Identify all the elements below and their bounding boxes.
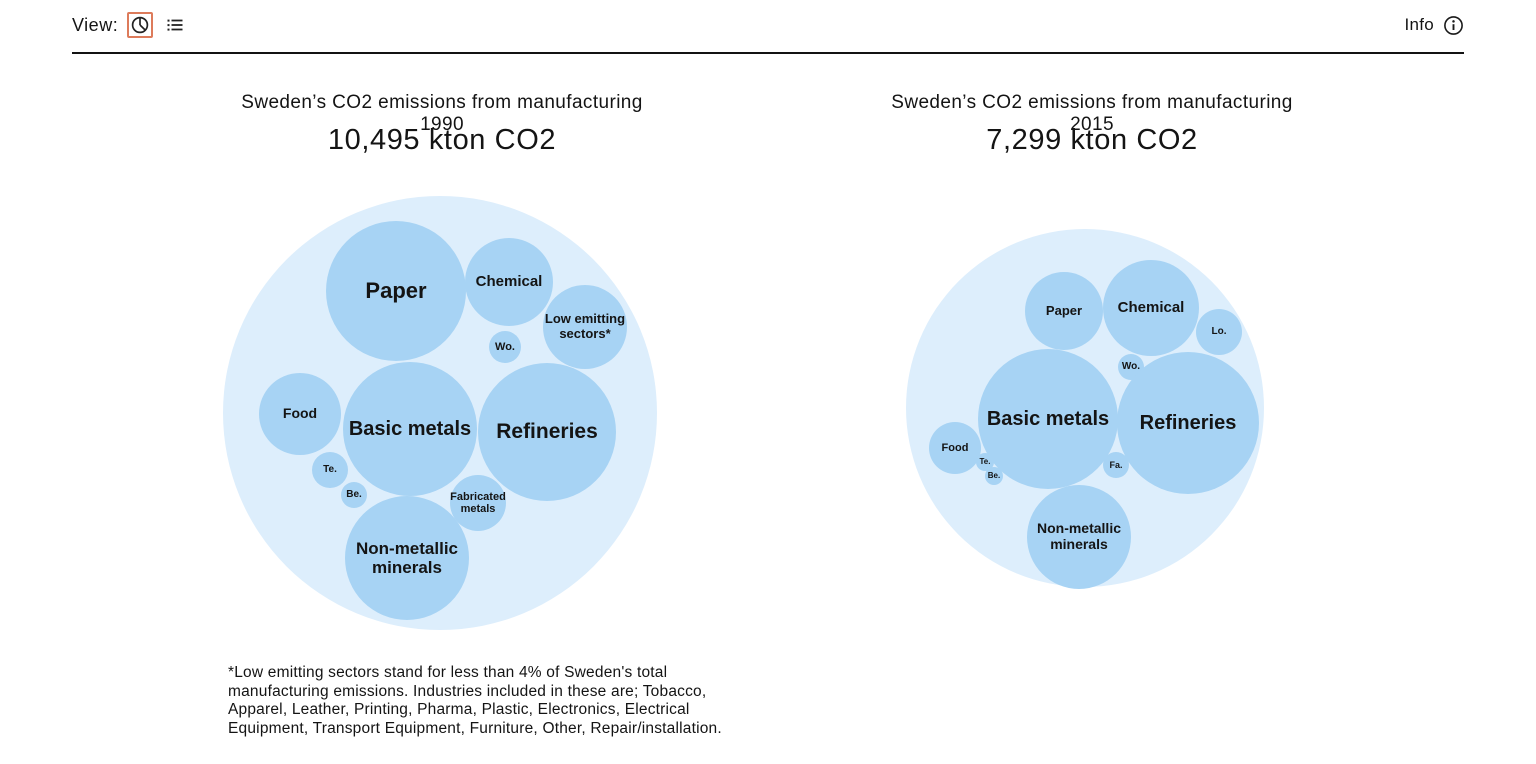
pie-chart-icon <box>131 16 149 34</box>
bubble-label: Te. <box>323 464 337 476</box>
bubble-view-button[interactable] <box>127 12 154 38</box>
bubble-label: Basic metals <box>986 407 1110 430</box>
list-icon <box>166 16 184 34</box>
bubble-label: Basic metals <box>348 417 472 440</box>
bubble-label: Lo. <box>1211 326 1227 338</box>
info-label: Info <box>1404 15 1434 34</box>
bubble-label: Wo. <box>495 340 515 353</box>
bubble-wo-1990[interactable]: Wo. <box>489 331 521 363</box>
bubble-lo-2015[interactable]: Lo. <box>1196 309 1242 355</box>
bubble-be-2015[interactable]: Be. <box>985 467 1003 485</box>
footnote: *Low emitting sectors stand for less tha… <box>228 664 722 737</box>
bubble-chemical-1990[interactable]: Chemical <box>465 238 553 326</box>
bubble-label: Fa. <box>1109 459 1123 470</box>
bubble-label: Non-metallic minerals <box>1036 520 1121 552</box>
bubble-label: Refineries <box>1139 411 1237 434</box>
list-view-button[interactable] <box>162 12 188 38</box>
info-icon[interactable] <box>1443 15 1464 36</box>
bubble-fabricated-metals-1990[interactable]: Fabricated metals <box>450 475 506 531</box>
bubble-label: Chemical <box>1117 298 1185 316</box>
bubble-basic-metals-1990[interactable]: Basic metals <box>343 362 477 496</box>
bubble-label: Paper <box>1045 302 1083 318</box>
bubble-label: Food <box>282 405 318 422</box>
chart-title-1990: Sweden’s CO2 emissions from manufacturin… <box>241 92 643 135</box>
bubble-label: Be. <box>346 489 362 501</box>
bubble-fa-2015[interactable]: Fa. <box>1103 452 1129 478</box>
view-label: View: <box>72 14 119 35</box>
bubble-label: Paper <box>365 277 427 303</box>
bubble-chemical-2015[interactable]: Chemical <box>1103 260 1199 356</box>
bubble-paper-2015[interactable]: Paper <box>1025 272 1103 350</box>
bubble-non-metallic-minerals-1990[interactable]: Non-metallic minerals <box>345 496 469 620</box>
bubble-refineries-2015[interactable]: Refineries <box>1117 352 1259 494</box>
bubble-refineries-1990[interactable]: Refineries <box>478 363 616 501</box>
bubble-food-1990[interactable]: Food <box>259 373 341 455</box>
info-group: Info <box>1404 15 1464 36</box>
bubble-te-1990[interactable]: Te. <box>312 452 348 488</box>
bubble-label: Be. <box>987 470 1001 480</box>
bubble-food-2015[interactable]: Food <box>929 422 981 474</box>
bubble-te-2015[interactable]: Te. <box>976 453 994 471</box>
header-divider <box>72 52 1464 54</box>
bubble-paper-1990[interactable]: Paper <box>326 221 466 361</box>
bubble-label: Non-metallic minerals <box>355 538 459 577</box>
bubble-label: Chemical <box>475 272 543 290</box>
bubble-label: Food <box>941 441 969 454</box>
chart-total-2015: 7,299 kton CO2 <box>986 124 1198 156</box>
bubble-label: Wo. <box>1121 361 1141 373</box>
bubble-label: Refineries <box>496 420 598 444</box>
bubble-label: Fabricated metals <box>450 490 506 515</box>
chart-title-2015: Sweden’s CO2 emissions from manufacturin… <box>891 92 1293 135</box>
bubble-basic-metals-2015[interactable]: Basic metals <box>978 349 1118 489</box>
chart-total-1990: 10,495 kton CO2 <box>327 124 557 156</box>
bubble-be-1990[interactable]: Be. <box>341 482 367 508</box>
header: View: <box>72 9 1464 41</box>
bubble-label: Low emitting sectors* <box>544 311 626 341</box>
bubble-non-metallic-minerals-2015[interactable]: Non-metallic minerals <box>1027 485 1131 589</box>
bubble-low-emitting-sectors-1990[interactable]: Low emitting sectors* <box>543 285 627 369</box>
bubble-label: Te. <box>979 456 991 466</box>
